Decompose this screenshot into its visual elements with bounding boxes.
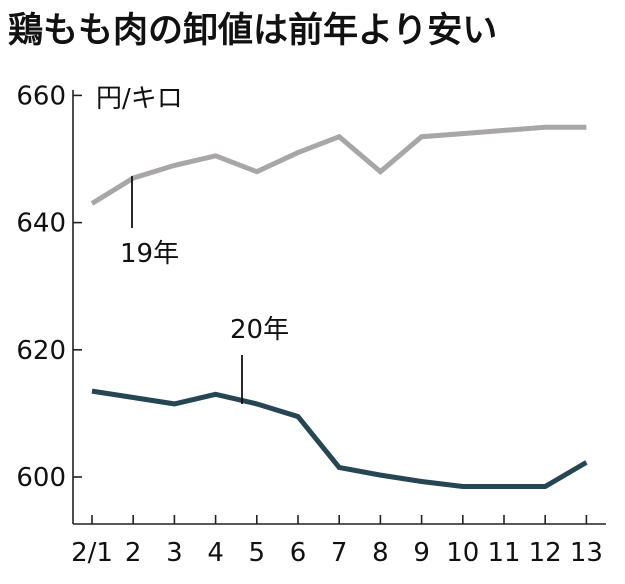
x-tick-label: 2/1 xyxy=(71,538,113,568)
series-annotations: 19年 20年 xyxy=(120,176,289,404)
series-line-1 xyxy=(91,388,588,489)
axes: 600 620 640 660 2/1 2 3 4 5 6 7 8 9 10 11 12 13 xyxy=(16,81,606,568)
x-tick-label: 8 xyxy=(372,538,389,568)
x-tick-label: 3 xyxy=(166,538,183,568)
x-tick-label: 9 xyxy=(413,538,430,568)
y-tick-label: 600 xyxy=(16,463,66,493)
series-line-0 xyxy=(90,124,587,206)
chart-title: 鶏もも肉の卸値は前年より安い xyxy=(8,11,497,51)
series-label-20: 20年 xyxy=(230,315,289,345)
x-tick-label: 4 xyxy=(207,538,224,568)
x-tick-label: 7 xyxy=(331,538,348,568)
x-tick-label: 10 xyxy=(446,538,479,568)
x-tick-label: 6 xyxy=(290,538,307,568)
series-lines xyxy=(90,124,588,489)
x-tick-label: 12 xyxy=(529,538,562,568)
series-label-19: 19年 xyxy=(120,239,179,269)
y-tick-label: 640 xyxy=(16,209,66,239)
x-tick-label: 11 xyxy=(487,538,520,568)
x-tick-label: 13 xyxy=(570,538,603,568)
y-tick-label: 660 xyxy=(16,81,66,111)
y-axis-unit-label: 円/キロ xyxy=(96,84,183,114)
y-tick-label: 620 xyxy=(16,336,66,366)
x-tick-label: 5 xyxy=(249,538,266,568)
x-tick-label: 2 xyxy=(125,538,142,568)
